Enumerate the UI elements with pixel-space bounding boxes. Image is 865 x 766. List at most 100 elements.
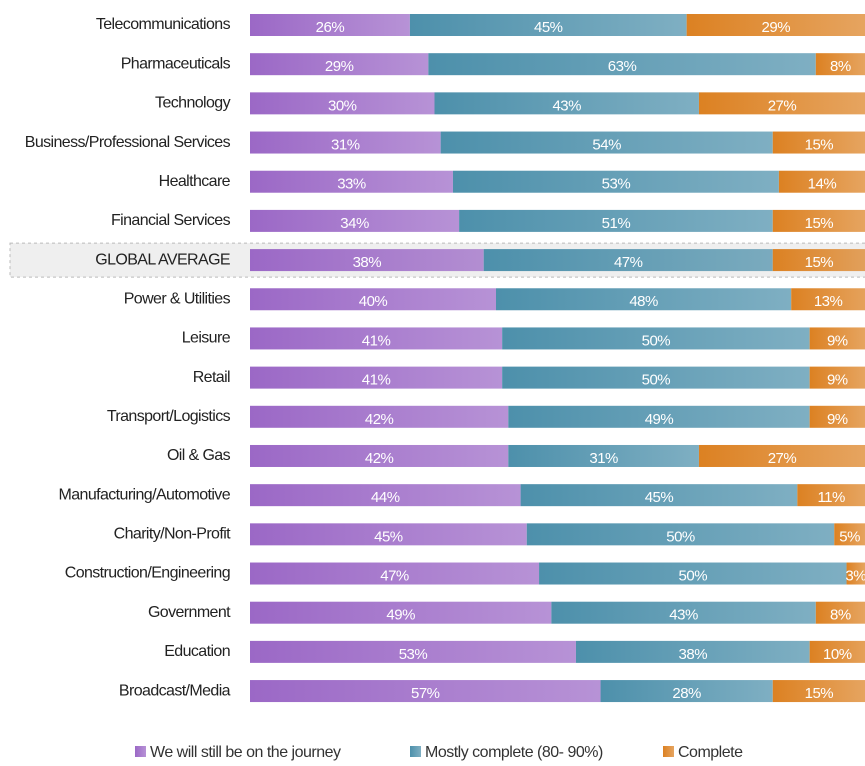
bar-segment (508, 405, 810, 428)
bar-segment (250, 601, 552, 624)
legend-label: Complete (678, 744, 743, 761)
value-label: 8% (830, 58, 851, 75)
legend-swatch (410, 746, 421, 757)
bar-segment (772, 680, 865, 703)
bar-segment (551, 601, 816, 624)
value-label: 38% (679, 646, 708, 663)
bar-segment (600, 680, 773, 703)
value-label: 53% (602, 176, 631, 193)
value-label: 33% (337, 176, 366, 193)
bar-segment (459, 209, 773, 232)
value-label: 31% (331, 137, 360, 154)
value-label: 43% (552, 97, 581, 114)
value-label: 29% (762, 19, 791, 36)
category-label: Healthcare (159, 173, 231, 190)
bar-segment (520, 484, 798, 507)
value-label: 50% (642, 332, 671, 349)
value-label: 28% (672, 685, 701, 702)
bar-segment (250, 92, 435, 115)
value-label: 15% (805, 215, 834, 232)
bar-segment (502, 327, 810, 350)
value-label: 8% (830, 607, 851, 624)
value-label: 49% (386, 607, 415, 624)
value-label: 34% (340, 215, 369, 232)
bar-segment (496, 288, 792, 311)
bar-segment (250, 14, 410, 36)
value-label: 31% (589, 450, 618, 467)
value-label: 51% (602, 215, 631, 232)
bar-segment (815, 53, 865, 76)
bar-segment (772, 209, 865, 232)
value-label: 11% (817, 489, 845, 506)
bar-segment (508, 444, 699, 467)
value-label: 53% (399, 646, 428, 663)
category-label: Technology (155, 95, 231, 112)
bar-segment (846, 562, 865, 585)
bar-segment (250, 327, 503, 350)
legend-swatch (135, 746, 146, 757)
value-label: 26% (316, 19, 345, 36)
value-label: 45% (374, 528, 403, 545)
value-label: 50% (666, 528, 695, 545)
bar-segment (809, 327, 865, 350)
value-label: 9% (827, 332, 848, 349)
bar-segment (483, 249, 773, 272)
category-label: Leisure (182, 330, 231, 347)
bar-segment (250, 523, 527, 546)
bar-segment (809, 640, 865, 663)
value-label: 14% (808, 176, 837, 193)
bar-segment (250, 562, 540, 585)
bar-segment (791, 288, 865, 311)
bar-segment (772, 131, 865, 154)
bar-segment (452, 170, 779, 193)
category-label: Oil & Gas (167, 447, 231, 464)
category-label: Pharmaceuticals (121, 55, 231, 72)
category-label: Telecommunications (96, 16, 231, 33)
category-label: GLOBAL AVERAGE (95, 251, 230, 268)
value-label: 10% (823, 646, 852, 663)
category-label: Manufacturing/Automotive (59, 486, 231, 503)
value-label: 45% (534, 19, 563, 36)
category-label: Transport/Logistics (107, 408, 231, 425)
value-label: 41% (362, 332, 391, 349)
value-label: 15% (805, 254, 834, 271)
value-label: 57% (411, 685, 440, 702)
bar-segment (698, 444, 865, 467)
value-label: 30% (328, 97, 357, 114)
bar-segment (428, 53, 816, 76)
value-label: 54% (592, 137, 621, 154)
category-label: Retail (193, 369, 230, 386)
bar-segment (809, 366, 865, 389)
category-label: Education (164, 643, 230, 660)
bar-segment (526, 523, 835, 546)
value-label: 41% (362, 372, 391, 389)
value-label: 27% (768, 450, 797, 467)
value-label: 38% (353, 254, 382, 271)
bar-segment (250, 444, 509, 467)
bar-segment (698, 92, 865, 115)
category-label: Power & Utilities (124, 290, 231, 307)
legend-label: We will still be on the journey (150, 744, 341, 761)
category-label: Broadcast/Media (119, 682, 231, 699)
bar-segment (250, 405, 509, 428)
bar-segment (575, 640, 810, 663)
bar-segment (686, 14, 865, 36)
category-label: Construction/Engineering (65, 565, 230, 582)
value-label: 45% (645, 489, 674, 506)
value-label: 27% (768, 97, 797, 114)
bar-segment (250, 640, 576, 663)
value-label: 15% (805, 685, 834, 702)
bar-segment (250, 170, 453, 193)
value-label: 40% (359, 293, 388, 310)
bar-segment (502, 366, 810, 389)
value-label: 9% (827, 372, 848, 389)
category-label: Business/Professional Services (25, 134, 231, 151)
bar-segment (815, 601, 865, 624)
value-label: 47% (380, 567, 409, 584)
bar-segment (772, 249, 865, 272)
value-label: 47% (614, 254, 643, 271)
value-label: 15% (805, 137, 834, 154)
value-label: 63% (608, 58, 637, 75)
bar-segment (250, 131, 441, 154)
